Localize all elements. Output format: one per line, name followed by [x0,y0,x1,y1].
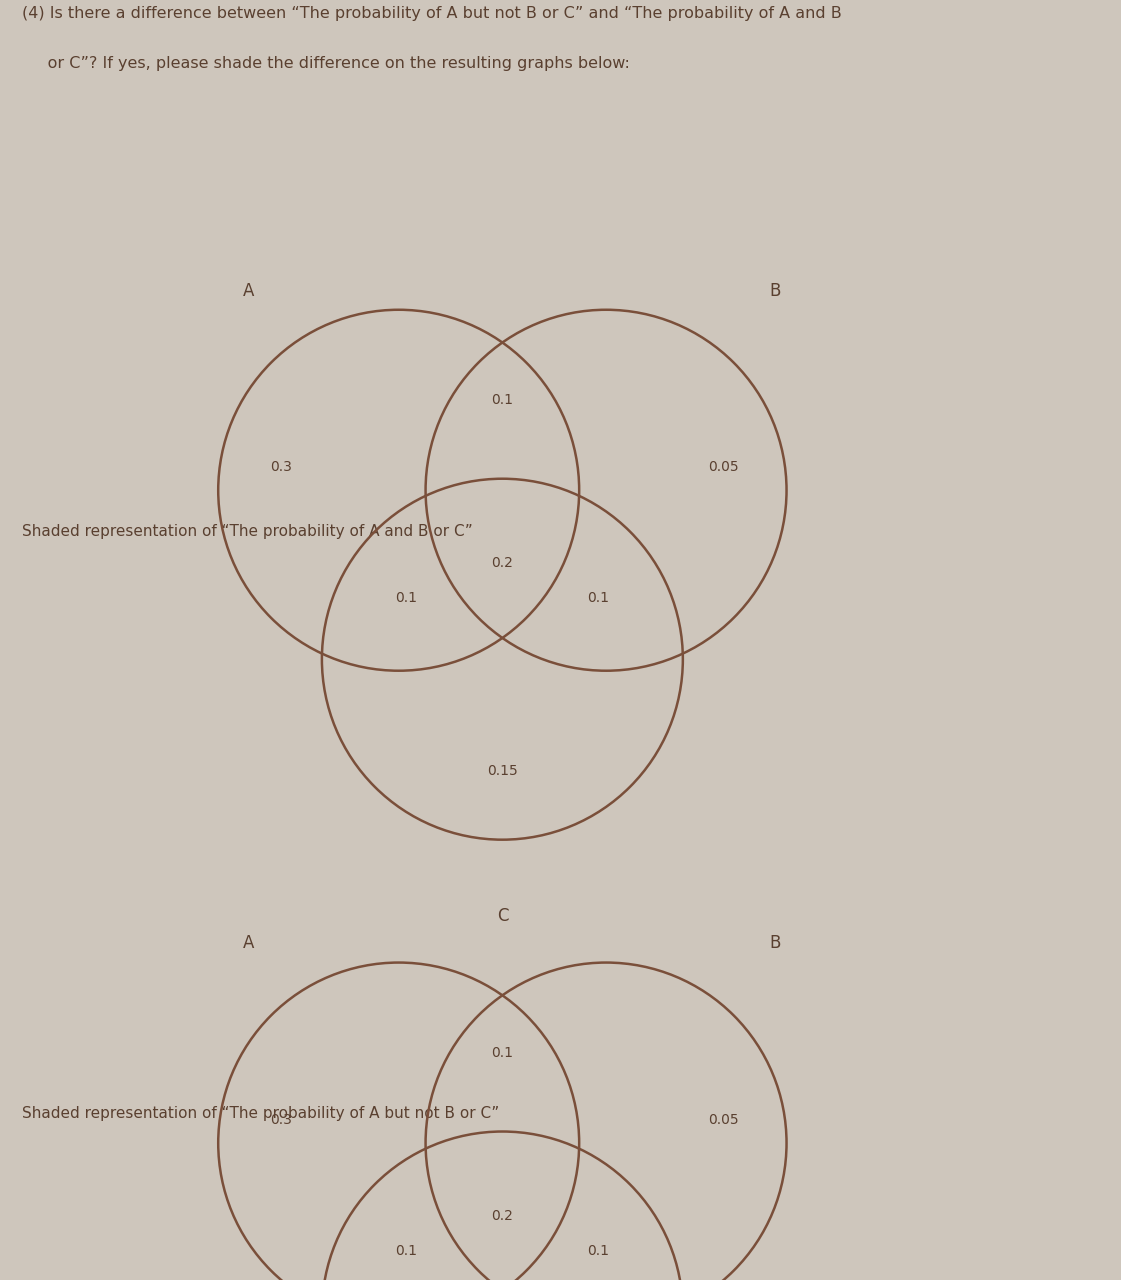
Text: B: B [769,934,780,952]
Text: (4) Is there a difference between “The probability of A but not B or C” and “The: (4) Is there a difference between “The p… [22,6,842,22]
Text: 0.1: 0.1 [396,591,417,604]
Text: 0.2: 0.2 [491,1210,513,1222]
Text: 0.05: 0.05 [708,1114,739,1126]
Text: Shaded representation of “The probability of A and B or C”: Shaded representation of “The probabilit… [22,524,473,539]
Text: Shaded representation of “The probability of A but not B or C”: Shaded representation of “The probabilit… [22,1106,500,1121]
Text: 0.2: 0.2 [491,557,513,570]
Text: 0.1: 0.1 [587,1244,610,1257]
Text: A: A [243,934,254,952]
Text: 0.05: 0.05 [708,461,739,474]
Text: 0.1: 0.1 [396,1244,417,1257]
Text: 0.3: 0.3 [270,461,293,474]
Text: 0.1: 0.1 [491,1046,513,1060]
Text: 0.1: 0.1 [491,393,513,407]
Text: B: B [769,282,780,300]
Text: 0.1: 0.1 [587,591,610,604]
Text: 0.3: 0.3 [270,1114,293,1126]
Text: or C”? If yes, please shade the difference on the resulting graphs below:: or C”? If yes, please shade the differen… [22,56,630,72]
Text: C: C [497,908,508,925]
Text: A: A [243,282,254,300]
Text: 0.15: 0.15 [487,764,518,778]
